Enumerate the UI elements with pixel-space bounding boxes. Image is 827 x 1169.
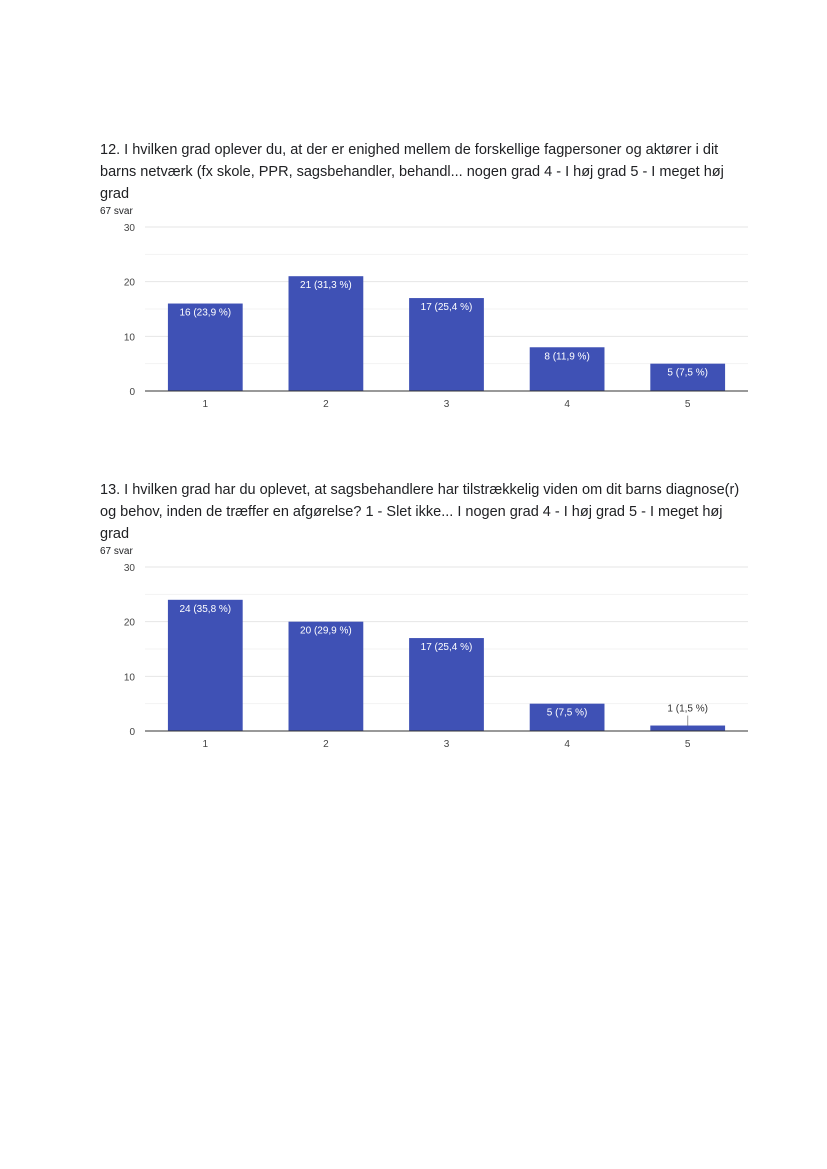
data-label: 5 (7,5 %): [667, 368, 708, 379]
data-label: 5 (7,5 %): [547, 708, 588, 719]
response-count: 67 svar: [100, 546, 133, 557]
question-13: 13. I hvilken grad har du oplevet, at sa…: [100, 479, 740, 557]
data-label: 24 (35,8 %): [179, 604, 231, 615]
x-tick-label: 2: [323, 399, 329, 410]
y-tick-label: 10: [124, 332, 136, 343]
x-tick-label: 5: [685, 739, 691, 750]
data-label: 8 (11,9 %): [544, 351, 589, 362]
question-12: 12. I hvilken grad oplever du, at der er…: [100, 139, 740, 217]
y-tick-label: 30: [124, 223, 136, 234]
x-tick-label: 4: [564, 399, 570, 410]
x-tick-label: 3: [444, 399, 450, 410]
x-tick-label: 2: [323, 739, 329, 750]
chart-svg: 0 10 20 30 16 (23,9 %) 1 21 (31,3 %) 2 17 (25,4 …: [124, 223, 748, 410]
data-label: 17 (25,4 %): [421, 302, 473, 313]
bar: [529, 347, 605, 391]
response-count: 67 svar: [100, 206, 133, 217]
bar: [650, 725, 726, 731]
y-tick-label: 0: [129, 387, 135, 398]
x-tick-label: 4: [564, 739, 570, 750]
x-tick-label: 5: [685, 399, 691, 410]
data-label: 20 (29,9 %): [300, 626, 352, 637]
bar: [167, 599, 243, 731]
y-tick-label: 10: [124, 672, 136, 683]
question-title: 13. I hvilken grad har du oplevet, at sa…: [100, 482, 740, 542]
bar: [409, 298, 484, 391]
y-tick-label: 30: [124, 563, 136, 574]
bar: [650, 363, 726, 391]
data-label: 17 (25,4 %): [421, 642, 473, 653]
y-tick-label: 20: [124, 278, 136, 289]
chart-svg: 0 10 20 30 24 (35,8 %) 1 20 (29,9 %) 2 17 (25,4 …: [124, 563, 748, 750]
bar: [288, 276, 364, 391]
y-tick-label: 0: [129, 727, 135, 738]
bar-chart-question-12: 0 10 20 30 16 (23,9 %) 1 21 (31,3 %) 2 17 (25,4 …: [100, 215, 760, 420]
bar: [529, 703, 605, 731]
x-tick-label: 3: [444, 739, 450, 750]
x-tick-label: 1: [203, 739, 209, 750]
data-label: 16 (23,9 %): [179, 308, 231, 319]
bar: [288, 621, 364, 731]
bar-chart-question-13: 0 10 20 30 24 (35,8 %) 1 20 (29,9 %) 2 17 (25,4 …: [100, 555, 760, 760]
bar: [167, 303, 243, 391]
data-label: 21 (31,3 %): [300, 280, 352, 291]
x-tick-label: 1: [203, 399, 209, 410]
y-tick-label: 20: [124, 618, 136, 629]
bar: [409, 638, 484, 731]
question-title: 12. I hvilken grad oplever du, at der er…: [100, 142, 724, 202]
data-label: 1 (1,5 %): [667, 704, 708, 715]
